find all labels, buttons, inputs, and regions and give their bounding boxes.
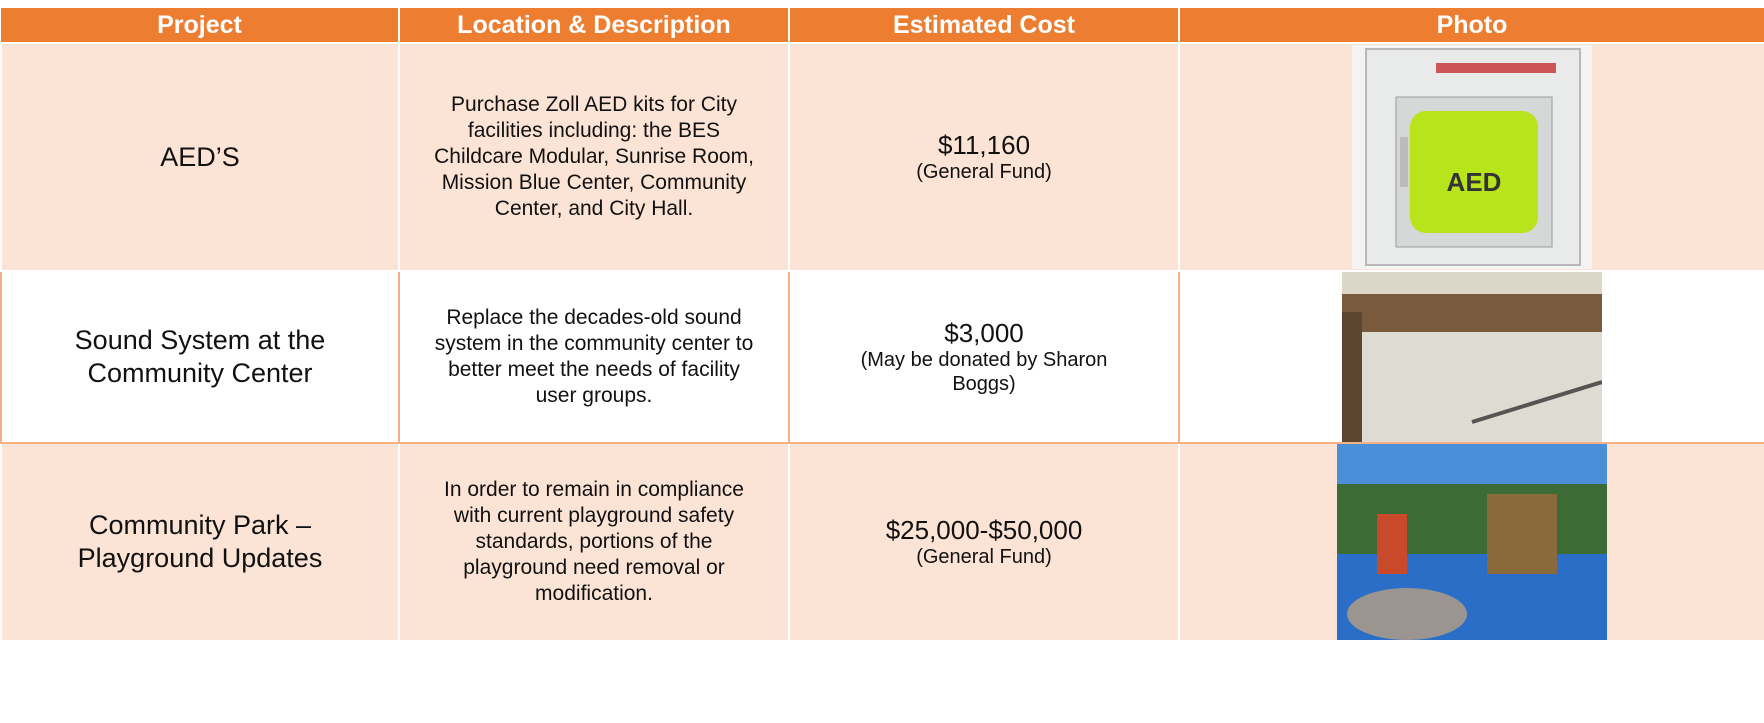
- table-row: Community Park – Playground Updates In o…: [1, 443, 1764, 641]
- cost-note: (May be donated by Sharon Boggs): [790, 348, 1178, 396]
- cost-cell: $3,000(May be donated by Sharon Boggs): [789, 271, 1179, 443]
- aed-photo: AED: [1352, 45, 1592, 269]
- table-row: Sound System at the Community Center Rep…: [1, 271, 1764, 443]
- project-cell: Community Park – Playground Updates: [1, 443, 399, 641]
- table-row: AED’S Purchase Zoll AED kits for City fa…: [1, 43, 1764, 271]
- projects-table: Project Location & Description Estimated…: [0, 8, 1764, 642]
- header-cell: Photo: [1179, 8, 1764, 43]
- project-cell: AED’S: [1, 43, 399, 271]
- svg-text:AED: AED: [1447, 167, 1502, 197]
- cost: $3,000: [790, 318, 1178, 348]
- description-cell: In order to remain in compliance with cu…: [399, 443, 789, 641]
- header-cell: Location & Description: [399, 8, 789, 43]
- header-cell: Estimated Cost: [789, 8, 1179, 43]
- gym-photo: [1342, 272, 1602, 442]
- photo-cell: [1179, 271, 1764, 443]
- cost-note: (General Fund): [790, 160, 1178, 184]
- description-cell: Replace the decades-old sound system in …: [399, 271, 789, 443]
- cost: $11,160: [790, 130, 1178, 160]
- cost: $25,000-$50,000: [790, 515, 1178, 545]
- page: {"table": { "headers": ["Project", "Loca…: [0, 0, 1764, 723]
- photo-cell: [1179, 443, 1764, 641]
- header-row: Project Location & Description Estimated…: [1, 8, 1764, 43]
- header-cell: Project: [1, 8, 399, 43]
- cost-cell: $25,000-$50,000(General Fund): [789, 443, 1179, 641]
- playground-photo: [1337, 444, 1607, 640]
- photo-cell: AED: [1179, 43, 1764, 271]
- description-cell: Purchase Zoll AED kits for City faciliti…: [399, 43, 789, 271]
- cost-cell: $11,160(General Fund): [789, 43, 1179, 271]
- cost-note: (General Fund): [790, 545, 1178, 569]
- project-cell: Sound System at the Community Center: [1, 271, 399, 443]
